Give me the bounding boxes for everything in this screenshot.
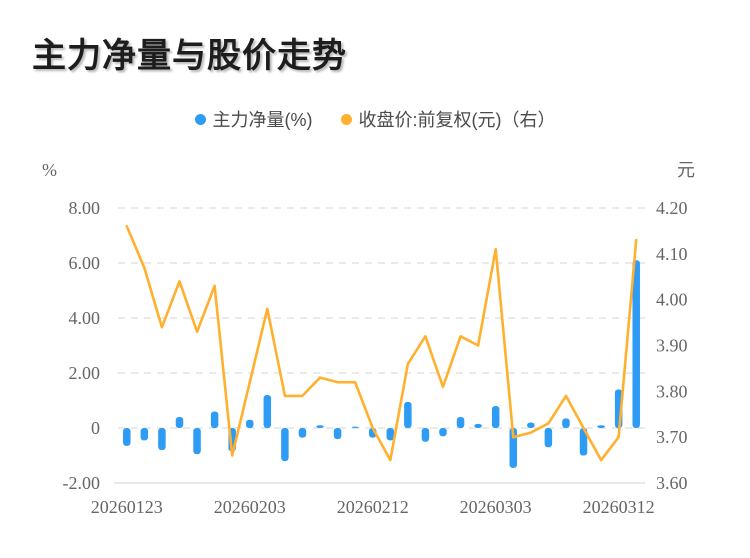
legend-label-close-price: 收盘价:前复权(元)（右） (358, 110, 556, 130)
left-tick-label: 6.00 (69, 253, 101, 273)
bar (175, 417, 184, 428)
x-tick-label: 20260212 (337, 497, 409, 517)
bar (193, 428, 201, 455)
bar (544, 428, 553, 448)
bar (491, 406, 500, 428)
bar (140, 428, 149, 441)
left-tick-label: 4.00 (69, 308, 101, 328)
bar (439, 428, 447, 437)
bar (316, 425, 324, 428)
bar (404, 401, 412, 428)
right-tick-label: 3.90 (656, 336, 688, 356)
right-axis-tick-labels: 4.20 4.10 4.00 3.90 3.80 3.70 3.60 (656, 198, 688, 493)
left-tick-label: -2.00 (63, 473, 101, 493)
left-tick-label: 8.00 (69, 198, 101, 218)
left-tick-label: 0 (91, 418, 100, 438)
bar-series-main-net-volume (123, 260, 640, 468)
left-tick-label: 2.00 (69, 363, 101, 383)
left-axis-unit: % (42, 160, 57, 180)
price-line (125, 225, 638, 462)
bar (351, 426, 359, 428)
legend: 主力净量(%) 收盘价:前复权(元)（右） (0, 106, 750, 132)
bar (597, 425, 605, 428)
bar (210, 411, 219, 428)
bar (562, 418, 570, 428)
chart-canvas: % 元 8.00 6.00 4.00 2.00 0 -2.00 4.20 4.10 4.00 3… (42, 160, 695, 517)
x-tick-label: 20260203 (214, 497, 286, 517)
bar (263, 395, 272, 428)
bar (474, 423, 482, 428)
right-axis-unit: 元 (677, 160, 695, 180)
bar (456, 417, 465, 428)
right-tick-label: 3.70 (656, 427, 688, 447)
right-tick-label: 4.20 (656, 198, 688, 218)
x-axis-tick-labels: 20260123 20260203 20260212 20260303 20260312 (91, 497, 655, 517)
legend-item-main-net-volume[interactable]: 主力净量(%) (194, 106, 313, 132)
bar (421, 428, 430, 442)
right-tick-label: 3.60 (656, 473, 688, 493)
bar (386, 428, 395, 441)
bar (123, 428, 131, 446)
bar (527, 422, 535, 428)
right-tick-label: 3.80 (656, 381, 688, 401)
left-axis-tick-labels: 8.00 6.00 4.00 2.00 0 -2.00 (63, 198, 101, 493)
bar (632, 260, 640, 428)
legend-label-main-net-volume: 主力净量(%) (212, 110, 313, 130)
bar (579, 428, 588, 456)
x-tick-label: 20260123 (91, 497, 163, 517)
bar (333, 428, 342, 439)
line-series-close-price (125, 225, 638, 462)
bar (246, 419, 254, 428)
x-tick-label: 20260312 (583, 497, 655, 517)
bar (158, 428, 166, 450)
legend-marker-yellow-dot-icon (340, 113, 352, 125)
bar (281, 428, 289, 461)
right-tick-label: 4.10 (656, 244, 688, 264)
gridlines (114, 207, 645, 484)
right-tick-label: 4.00 (656, 290, 688, 310)
legend-marker-blue-dot-icon (194, 113, 206, 125)
chart-title: 主力净量与股价走势 (32, 37, 347, 75)
x-tick-label: 20260303 (460, 497, 532, 517)
bar (298, 428, 307, 438)
legend-item-close-price[interactable]: 收盘价:前复权(元)（右） (340, 106, 556, 132)
